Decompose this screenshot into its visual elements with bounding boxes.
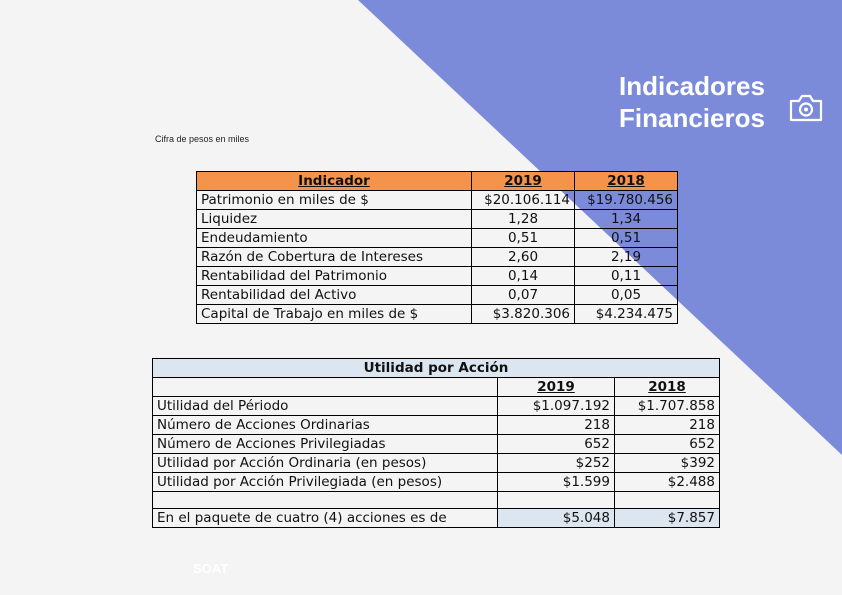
row-label: Número de Acciones Ordinarias — [152, 415, 498, 435]
value-2018: 652 — [614, 434, 720, 454]
value-2019: $1.097.192 — [497, 396, 615, 416]
empty-header-cell — [152, 377, 498, 397]
table-row: Utilidad del Périodo $1.097.192 $1.707.8… — [152, 396, 720, 416]
value-2018: $7.857 — [614, 508, 720, 528]
value-2019: $5.048 — [497, 508, 615, 528]
value-2019: $20.106.114 — [471, 190, 575, 210]
value-2019: $252 — [497, 453, 615, 473]
value-2018: 1,34 — [574, 209, 678, 229]
row-label: En el paquete de cuatro (4) acciones es … — [152, 508, 498, 528]
row-label: Patrimonio en miles de $ — [196, 190, 472, 210]
empty-cell — [152, 491, 498, 509]
value-2018: 2,19 — [574, 247, 678, 267]
package-row: En el paquete de cuatro (4) acciones es … — [152, 508, 720, 528]
empty-cell — [497, 491, 615, 509]
value-2018: $392 — [614, 453, 720, 473]
table-row: Endeudamiento 0,51 0,51 — [196, 228, 678, 248]
header-year-2018: 2018 — [574, 171, 678, 191]
eps-table-title-row: Utilidad por Acción — [152, 358, 720, 378]
eps-year-header-row: 2019 2018 — [152, 377, 720, 397]
footer-label: SOAT — [193, 561, 229, 576]
value-2019: 218 — [497, 415, 615, 435]
empty-cell — [614, 491, 720, 509]
row-label: Razón de Cobertura de Intereses — [196, 247, 472, 267]
table-row: Número de Acciones Privilegiadas 652 652 — [152, 434, 720, 454]
value-2019: $3.820.306 — [471, 304, 575, 324]
row-label: Endeudamiento — [196, 228, 472, 248]
row-label: Capital de Trabajo en miles de $ — [196, 304, 472, 324]
row-label: Liquidez — [196, 209, 472, 229]
value-2019: $1.599 — [497, 472, 615, 492]
value-2019: 2,60 — [471, 247, 575, 267]
value-2019: 1,28 — [471, 209, 575, 229]
value-2018: $1.707.858 — [614, 396, 720, 416]
header-indicator: Indicador — [196, 171, 472, 191]
header-year-2019: 2019 — [471, 171, 575, 191]
value-2019: 652 — [497, 434, 615, 454]
header-year-2019: 2019 — [497, 377, 615, 397]
row-label: Rentabilidad del Activo — [196, 285, 472, 305]
table-row: Liquidez 1,28 1,34 — [196, 209, 678, 229]
spacer-row — [152, 491, 720, 509]
indicators-table: Indicador 2019 2018 Patrimonio en miles … — [196, 171, 678, 324]
page-title-line-2: Financieros — [619, 103, 765, 133]
table-row: Utilidad por Acción Privilegiada (en pes… — [152, 472, 720, 492]
value-2018: $19.780.456 — [574, 190, 678, 210]
value-2018: $4.234.475 — [574, 304, 678, 324]
page-title-line-1: Indicadores — [619, 71, 765, 101]
row-label: Utilidad del Périodo — [152, 396, 498, 416]
camera-icon — [789, 94, 823, 122]
table-row: Patrimonio en miles de $ $20.106.114 $19… — [196, 190, 678, 210]
value-2019: 0,07 — [471, 285, 575, 305]
table-row: Razón de Cobertura de Intereses 2,60 2,1… — [196, 247, 678, 267]
row-label: Número de Acciones Privilegiadas — [152, 434, 498, 454]
page-title: Indicadores Financieros — [619, 70, 765, 134]
row-label: Utilidad por Acción Ordinaria (en pesos) — [152, 453, 498, 473]
eps-table-title: Utilidad por Acción — [152, 358, 720, 378]
earnings-per-share-table: Utilidad por Acción 2019 2018 Utilidad d… — [152, 358, 720, 528]
value-2018: $2.488 — [614, 472, 720, 492]
table-row: Utilidad por Acción Ordinaria (en pesos)… — [152, 453, 720, 473]
value-2018: 218 — [614, 415, 720, 435]
table-row: Número de Acciones Ordinarias 218 218 — [152, 415, 720, 435]
indicators-table-header: Indicador 2019 2018 — [196, 171, 678, 191]
table-row: Rentabilidad del Patrimonio 0,14 0,11 — [196, 266, 678, 286]
value-2018: 0,05 — [574, 285, 678, 305]
value-2018: 0,11 — [574, 266, 678, 286]
value-2019: 0,14 — [471, 266, 575, 286]
row-label: Utilidad por Acción Privilegiada (en pes… — [152, 472, 498, 492]
header-year-2018: 2018 — [614, 377, 720, 397]
table-row: Rentabilidad del Activo 0,07 0,05 — [196, 285, 678, 305]
row-label: Rentabilidad del Patrimonio — [196, 266, 472, 286]
value-2018: 0,51 — [574, 228, 678, 248]
table-row: Capital de Trabajo en miles de $ $3.820.… — [196, 304, 678, 324]
value-2019: 0,51 — [471, 228, 575, 248]
currency-note: Cifra de pesos en miles — [155, 134, 250, 144]
